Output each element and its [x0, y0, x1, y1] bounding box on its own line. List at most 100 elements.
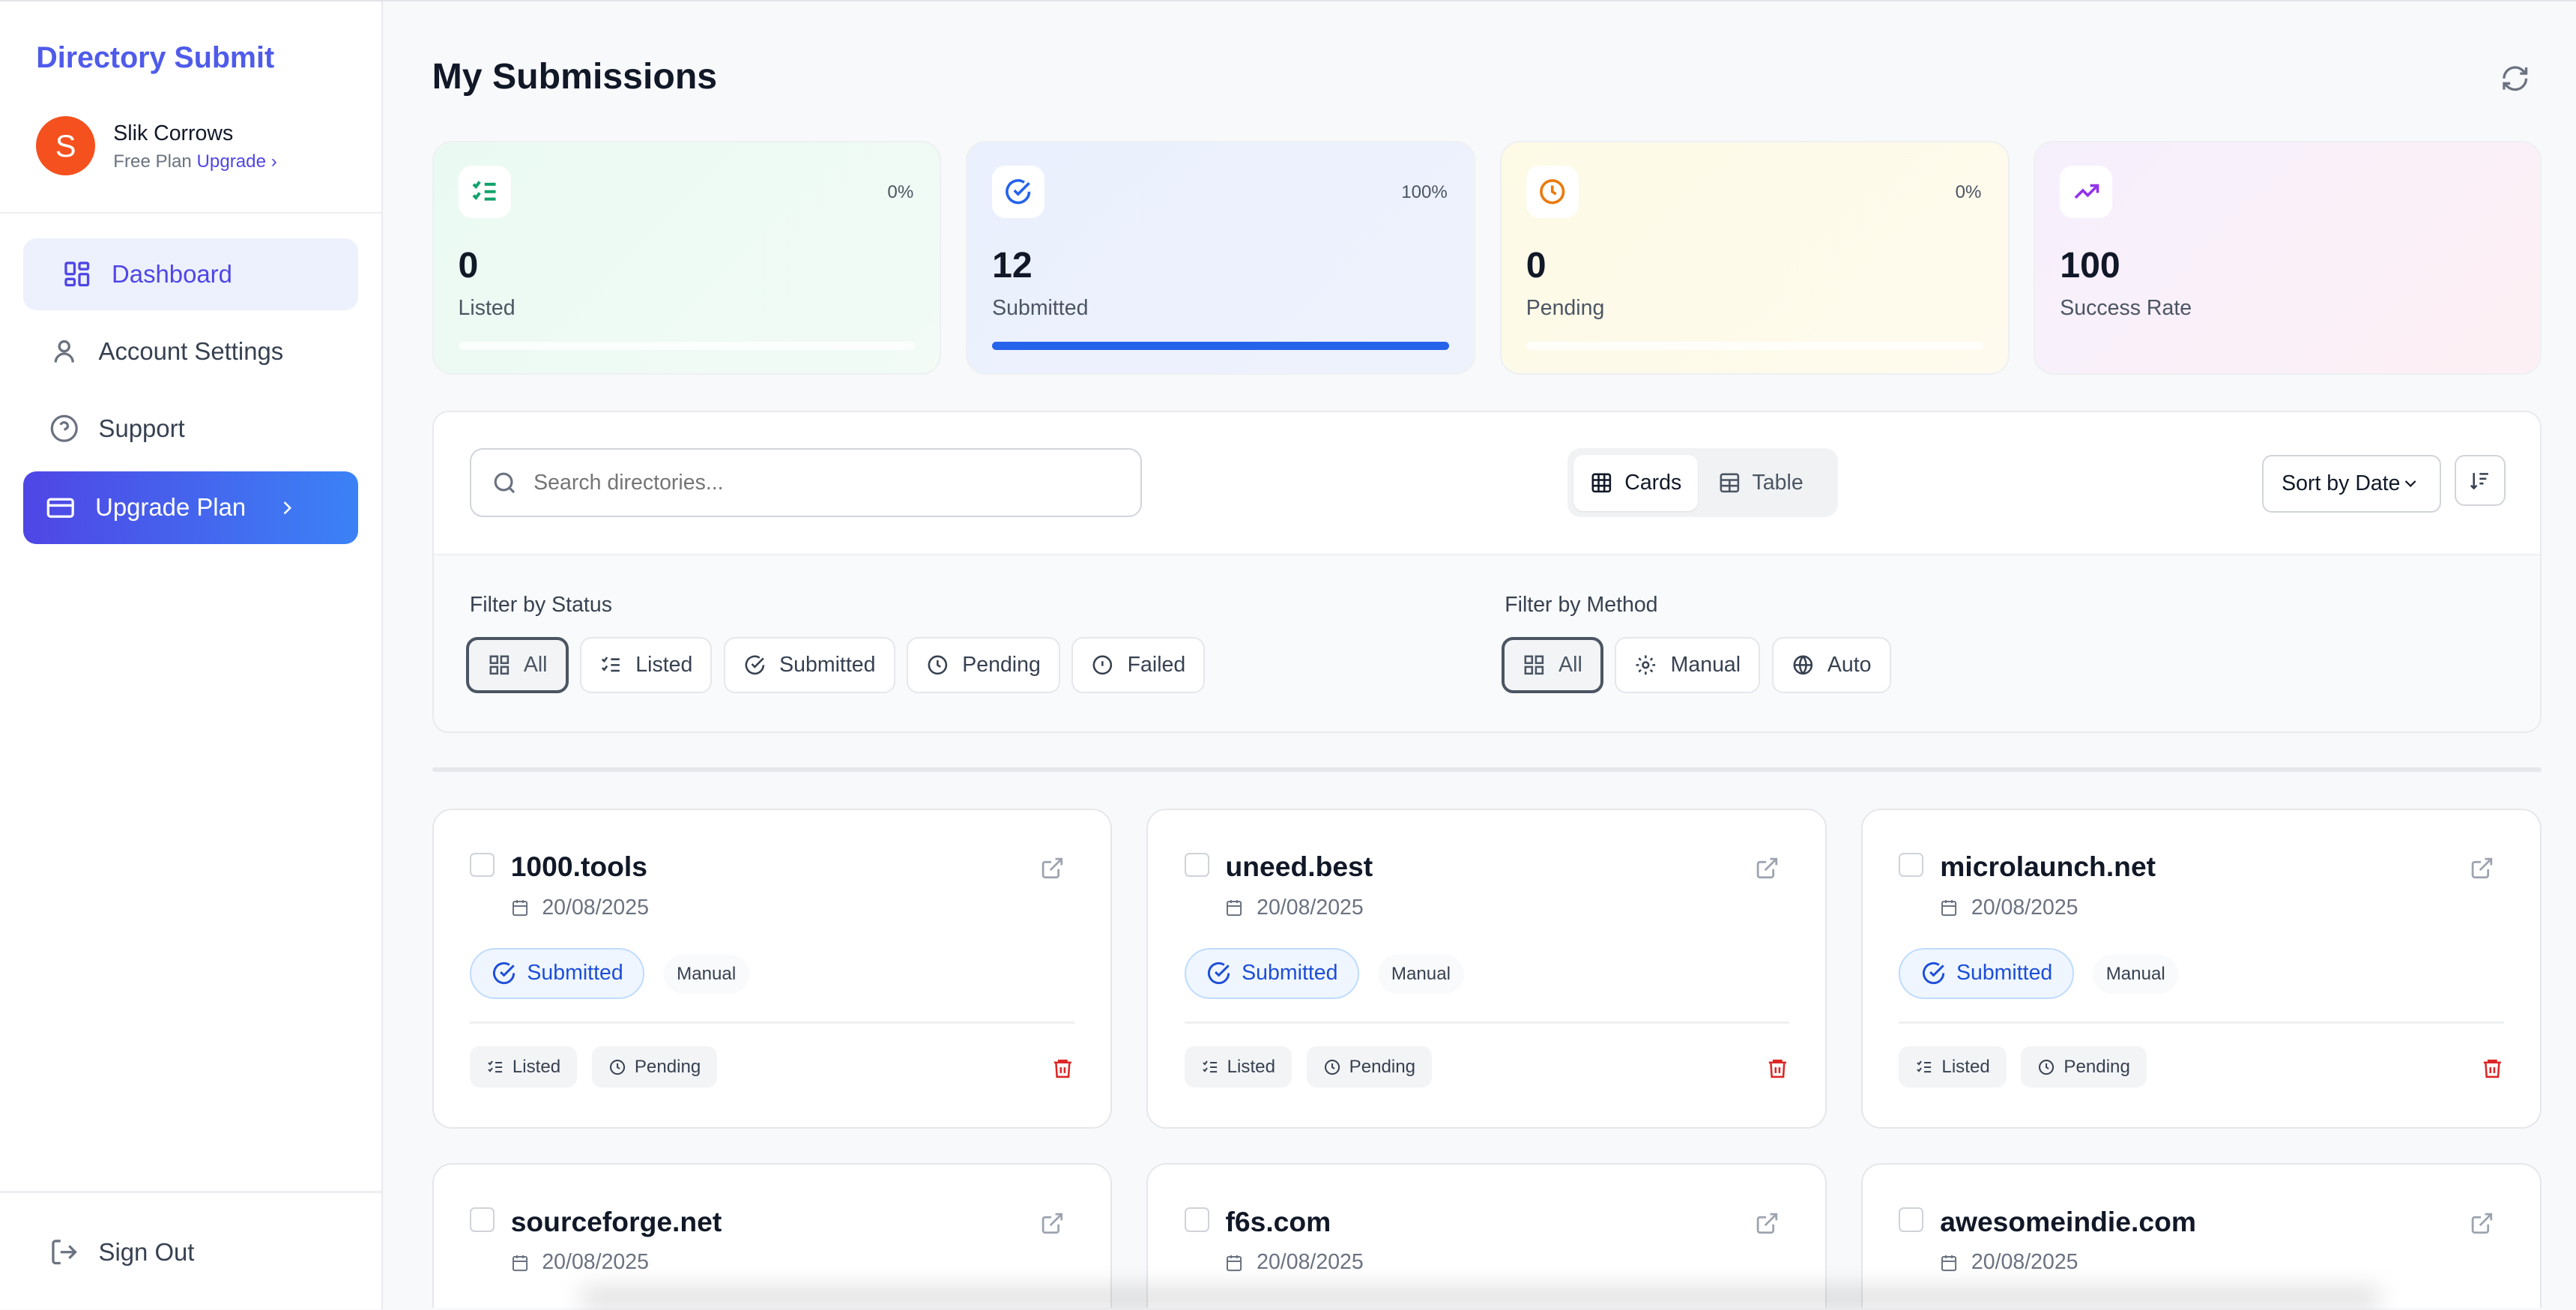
status-filter-group: All Listed Submitted Pending Failed	[466, 637, 1206, 693]
submission-card: 1000.tools 20/08/2025 Submitted Manual L…	[432, 808, 1113, 1129]
date-text: 20/08/2025	[1971, 895, 2078, 920]
status-text: Submitted	[1956, 961, 2053, 985]
view-cards-button[interactable]: Cards	[1573, 454, 1699, 511]
brand-logo[interactable]: Directory Submit	[36, 40, 275, 74]
mark-pending-button[interactable]: Pending	[1306, 1046, 1433, 1088]
chip-label: Pending	[962, 653, 1041, 677]
check-circle-icon	[745, 655, 765, 675]
stat-value: 0	[1526, 245, 1546, 286]
trash-icon[interactable]	[1051, 1056, 1074, 1081]
calendar-icon	[512, 900, 527, 917]
avatar: S	[36, 116, 96, 176]
external-link-icon[interactable]	[1040, 1211, 1065, 1236]
main-content: My Submissions 0% 0 Listed 100% 12 Submi…	[384, 1, 2576, 1309]
calendar-icon	[1227, 900, 1242, 917]
upgrade-link[interactable]: Upgrade ›	[196, 151, 277, 172]
status-filter-listed[interactable]: Listed	[579, 637, 713, 693]
select-checkbox[interactable]	[1184, 1207, 1209, 1233]
sidebar-item-account-settings[interactable]: Account Settings	[23, 316, 358, 387]
method-badge: Manual	[1378, 954, 1464, 994]
divider	[0, 211, 381, 214]
check-circle-icon	[992, 166, 1045, 219]
refresh-icon[interactable]	[2500, 64, 2530, 93]
sidebar-item-label: Upgrade Plan	[95, 493, 247, 522]
stat-label: Listed	[458, 296, 515, 321]
search-field[interactable]	[469, 448, 1142, 518]
sort-direction-button[interactable]	[2454, 454, 2506, 506]
submission-date: 20/08/2025	[1940, 896, 2078, 920]
status-filter-pending[interactable]: Pending	[906, 637, 1060, 693]
select-checkbox[interactable]	[1184, 852, 1209, 878]
sidebar-item-dashboard[interactable]: Dashboard	[22, 238, 358, 311]
date-text: 20/08/2025	[542, 895, 649, 920]
method-filter-auto[interactable]: Auto	[1771, 637, 1891, 693]
mark-pending-button[interactable]: Pending	[2021, 1046, 2147, 1088]
status-text: Submitted	[527, 961, 623, 985]
method-filter-all[interactable]: All	[1501, 637, 1603, 693]
check-circle-icon	[493, 962, 515, 985]
credit-card-icon	[47, 498, 75, 518]
view-table-button[interactable]: Table	[1702, 455, 1820, 511]
external-link-icon[interactable]	[2470, 1211, 2494, 1236]
view-table-label: Table	[1752, 470, 1803, 495]
method-filter-group: All Manual Auto	[1501, 637, 1891, 693]
sort-descending-icon	[2470, 472, 2489, 489]
method-filter-manual[interactable]: Manual	[1615, 637, 1761, 693]
user-icon	[54, 340, 74, 363]
select-checkbox[interactable]	[469, 852, 495, 878]
status-filter-submitted[interactable]: Submitted	[723, 637, 895, 693]
trash-icon[interactable]	[2481, 1056, 2504, 1081]
mark-listed-button[interactable]: Listed	[1184, 1046, 1292, 1088]
mark-listed-button[interactable]: Listed	[469, 1046, 578, 1088]
status-filter-failed[interactable]: Failed	[1071, 637, 1206, 693]
check-circle-icon	[1922, 962, 1944, 985]
sidebar-item-support[interactable]: Support	[23, 393, 358, 465]
calendar-icon	[1941, 900, 1957, 917]
stat-percent: 0%	[887, 181, 914, 202]
clock-icon	[928, 655, 948, 675]
external-link-icon[interactable]	[1755, 856, 1780, 881]
list-checks-icon	[601, 656, 620, 672]
trash-icon[interactable]	[1766, 1056, 1789, 1081]
stat-percent: 100%	[1401, 181, 1448, 202]
user-name: Slik Corrows	[113, 121, 234, 146]
search-input[interactable]	[533, 470, 1092, 495]
list-checks-icon	[488, 1060, 502, 1072]
directory-name: sourceforge.net	[510, 1205, 722, 1237]
select-checkbox[interactable]	[1899, 1207, 1924, 1233]
view-toggle: Cards Table	[1567, 448, 1839, 518]
directory-name: f6s.com	[1225, 1205, 1331, 1237]
select-checkbox[interactable]	[1899, 852, 1924, 878]
view-cards-label: Cards	[1624, 470, 1682, 495]
external-link-icon[interactable]	[1755, 1211, 1780, 1236]
plan-name: Free Plan	[113, 151, 192, 172]
sign-out-button[interactable]: Sign Out	[23, 1216, 358, 1288]
submission-date: 20/08/2025	[511, 1250, 649, 1275]
stat-card-success-rate: 100 Success Rate	[2034, 141, 2542, 375]
stat-card-submitted: 100% 12 Submitted	[966, 141, 1475, 375]
external-link-icon[interactable]	[1040, 856, 1065, 881]
status-badge: Submitted	[1899, 947, 2074, 999]
user-plan: Free Plan Upgrade ›	[113, 151, 276, 172]
status-badge: Submitted	[469, 947, 645, 999]
help-circle-icon	[50, 414, 78, 443]
upgrade-plan-button[interactable]: Upgrade Plan	[22, 471, 358, 544]
action-label: Pending	[2063, 1056, 2130, 1077]
date-text: 20/08/2025	[1257, 895, 1364, 920]
submission-date: 20/08/2025	[1225, 895, 1364, 920]
divider	[0, 1191, 381, 1193]
chip-label: Failed	[1127, 653, 1186, 677]
sort-select[interactable]: Sort by Date	[2262, 454, 2441, 513]
mark-pending-button[interactable]: Pending	[591, 1046, 718, 1088]
stat-label: Pending	[1526, 296, 1605, 321]
external-link-icon[interactable]	[2470, 856, 2494, 881]
method-badge: Manual	[663, 954, 749, 994]
chip-label: Submitted	[779, 653, 876, 677]
list-checks-icon	[458, 166, 511, 219]
sidebar: Directory Submit S Slik Corrows Free Pla…	[0, 1, 383, 1310]
search-icon	[494, 472, 515, 493]
select-checkbox[interactable]	[469, 1207, 495, 1233]
mark-listed-button[interactable]: Listed	[1899, 1046, 2007, 1088]
alert-circle-icon	[1092, 655, 1113, 675]
status-filter-all[interactable]: All	[466, 637, 569, 693]
